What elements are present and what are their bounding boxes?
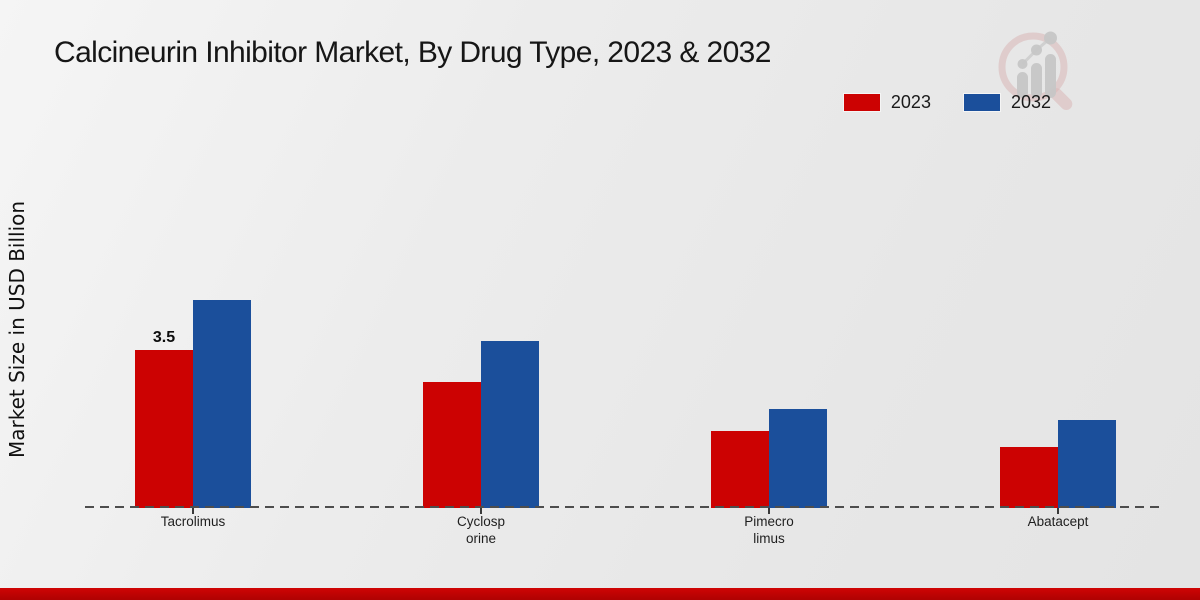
bar-value-label: 3.5 — [152, 329, 176, 346]
x-axis-tick — [480, 508, 482, 514]
bar-2032-pimecrolimus — [769, 409, 827, 508]
x-axis-category-label: Cyclosp orine — [456, 514, 506, 546]
brand-watermark — [993, 27, 1083, 120]
bar-2032-abatacept — [1058, 420, 1116, 508]
footer-accent-strip — [0, 588, 1200, 600]
legend-swatch-2032 — [962, 93, 1001, 112]
x-axis-tick — [768, 508, 770, 514]
x-axis-baseline — [85, 506, 1163, 508]
bar-2023-pimecrolimus — [711, 431, 769, 508]
bar-2023-tacrolimus — [135, 350, 193, 508]
legend-label-2023: 2023 — [890, 92, 931, 112]
bar-2032-cyclosporine — [481, 341, 539, 508]
x-axis-tick — [1057, 508, 1059, 514]
bar-2023-cyclosporine — [423, 382, 481, 508]
bar-2032-tacrolimus — [193, 300, 251, 508]
legend: 2023 2032 — [842, 92, 1051, 113]
x-axis-category-label: Tacrolimus — [160, 514, 226, 529]
legend-item-2032: 2032 — [962, 92, 1051, 113]
x-axis-category-label: Pimecro limus — [744, 514, 794, 546]
chart-title: Calcineurin Inhibitor Market, By Drug Ty… — [54, 36, 771, 69]
x-axis-tick — [192, 508, 194, 514]
legend-label-2032: 2032 — [1010, 92, 1051, 112]
bar-2023-abatacept — [1000, 447, 1058, 508]
x-axis-category-label: Abatacept — [1027, 514, 1089, 529]
legend-item-2023: 2023 — [842, 92, 931, 113]
magnifier-bar-chart-logo-icon — [998, 31, 1073, 110]
legend-swatch-2023 — [842, 93, 881, 112]
